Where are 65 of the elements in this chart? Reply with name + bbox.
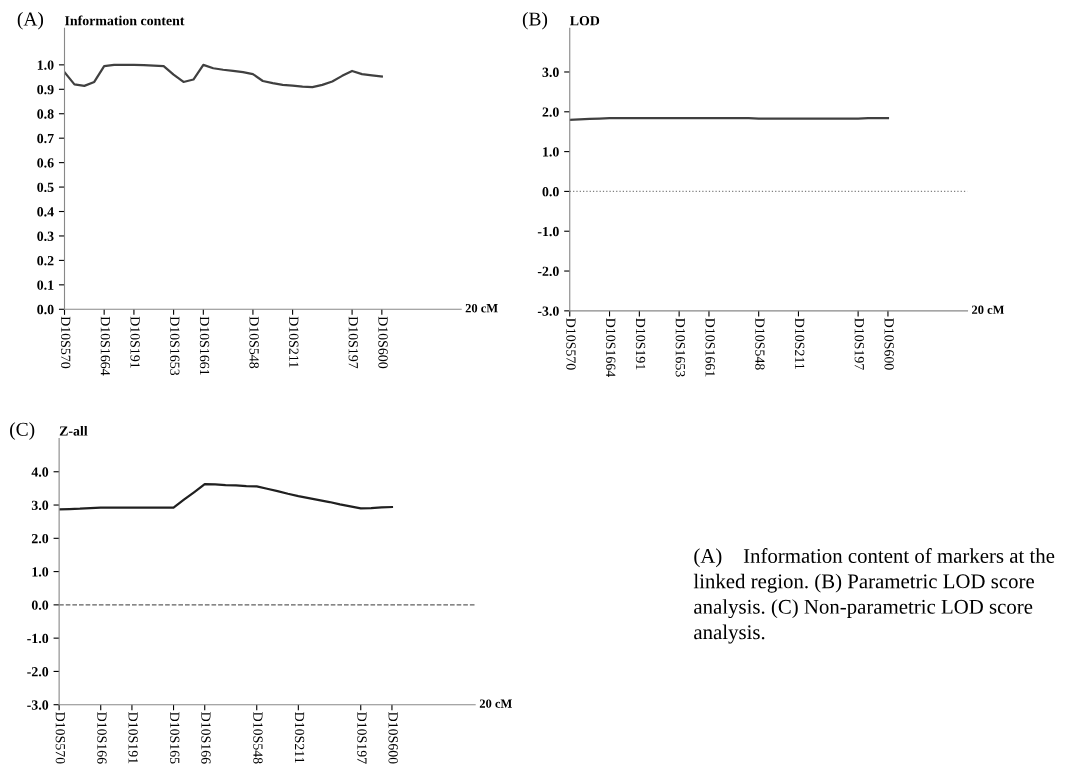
y-tick-label: -2.0 <box>537 266 559 277</box>
x-tick-label: D10S1664 <box>606 318 616 377</box>
x-tick-label: D10S570 <box>566 318 576 370</box>
x-tick-label: D10S570 <box>61 316 71 369</box>
x-tick-label: D10S166 <box>201 712 211 764</box>
x-tick-label: D10S166 <box>97 712 107 764</box>
y-tick-label: 1.0 <box>32 567 49 577</box>
line-series <box>64 63 383 89</box>
x-tick-label: D10S548 <box>253 712 263 764</box>
y-axis-title: Information content <box>64 15 185 26</box>
y-tick-label: 0.6 <box>37 158 54 168</box>
y-tick-label: 0.0 <box>31 600 49 610</box>
x-axis-title: 20 cM <box>479 699 512 708</box>
y-tick-label: 0.0 <box>542 187 559 197</box>
y-tick-label: 0.4 <box>37 207 54 217</box>
y-tick-label: 0.1 <box>37 280 54 290</box>
y-tick-label: -1.0 <box>537 226 559 237</box>
y-tick-label: -2.0 <box>27 667 49 677</box>
y-tick-label: 2.0 <box>31 533 49 544</box>
x-tick-label: D10S197 <box>348 316 358 369</box>
x-tick-label: D10S548 <box>755 318 765 370</box>
x-tick-label: D10S1661 <box>199 316 210 375</box>
x-tick-label: D10S211 <box>794 318 805 369</box>
x-tick-label: D10S191 <box>128 712 138 764</box>
x-tick-label: D10S1661 <box>705 318 715 377</box>
y-tick-label: 1.0 <box>543 147 559 157</box>
line-series <box>59 482 394 511</box>
x-tick-label: D10S191 <box>635 318 646 370</box>
x-axis-title: 20 cM <box>972 305 1005 314</box>
x-tick-label: D10S570 <box>55 712 66 764</box>
x-tick-label: D10S1653 <box>675 318 686 377</box>
x-tick-label: D10S197 <box>357 712 367 764</box>
chart-title: (C) <box>10 422 35 440</box>
y-tick-label: 0.9 <box>37 84 54 95</box>
x-tick-label: D10S600 <box>884 318 894 370</box>
text: (A) Information content of markers at the linked region. (B) Parametric LOD score analysis. (C) Non-parametric LOD score analysis. <box>693 548 1055 644</box>
x-axis-title: 20 cM <box>465 303 498 313</box>
x-tick-label: D10S1653 <box>170 316 180 376</box>
y-tick-label: 0.5 <box>37 182 54 193</box>
x-tick-label: D10S165 <box>170 712 180 764</box>
y-tick-label: 3.0 <box>542 67 559 77</box>
y-tick-label: 0.7 <box>37 133 54 144</box>
y-tick-label: 3.0 <box>31 500 49 511</box>
chart-title: (A) <box>17 11 44 30</box>
y-axis-title: LOD <box>569 16 600 26</box>
y-tick-label: 4.0 <box>31 467 49 477</box>
y-tick-label: 0.3 <box>37 231 54 241</box>
y-axis-title: Z-all <box>59 425 88 436</box>
y-tick-label: 0.8 <box>37 109 54 119</box>
x-tick-label: D10S600 <box>378 316 388 369</box>
x-tick-label: D10S211 <box>289 316 299 368</box>
y-tick-label: -3.0 <box>537 306 559 316</box>
x-tick-label: D10S1664 <box>100 316 111 376</box>
x-tick-label: D10S600 <box>388 712 398 764</box>
y-tick-label: 1.0 <box>37 60 54 70</box>
y-tick-label: 2.0 <box>542 107 559 117</box>
x-tick-label: D10S191 <box>130 316 140 368</box>
x-tick-label: D10S548 <box>249 316 259 369</box>
chart-title: (B) <box>522 11 548 30</box>
y-tick-label: 0.2 <box>37 255 54 266</box>
x-tick-label: D10S197 <box>854 318 865 370</box>
y-tick-label: 0.0 <box>37 304 54 315</box>
x-tick-label: D10S211 <box>294 712 305 763</box>
y-tick-label: -3.0 <box>27 700 49 710</box>
y-tick-label: -1.0 <box>27 633 49 644</box>
